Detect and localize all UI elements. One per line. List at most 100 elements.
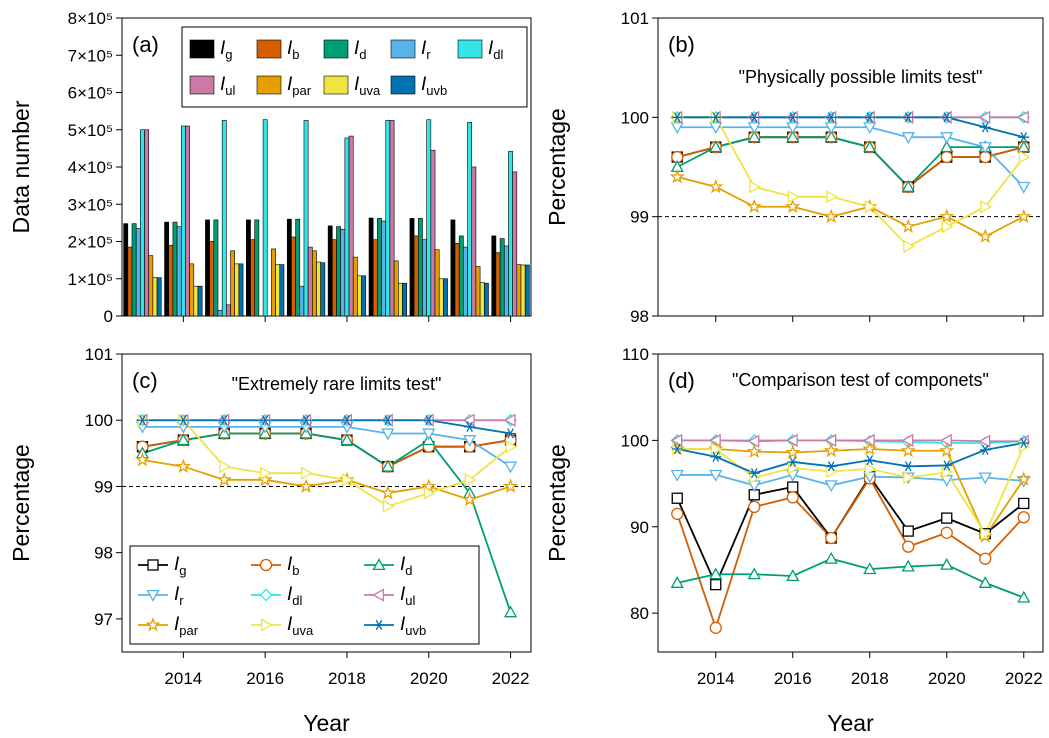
bar: [426, 119, 432, 317]
panel-title: "Extremely rare limits test": [232, 374, 442, 394]
bar: [491, 235, 497, 317]
marker: [748, 468, 760, 479]
series-line: [677, 448, 1025, 539]
series-line: [142, 425, 512, 468]
legend-box: [129, 545, 480, 645]
legend-label: Iul: [400, 584, 416, 608]
bar: [254, 219, 260, 317]
y-tick-label: 1×10⁵: [68, 270, 113, 289]
bar: [135, 228, 141, 317]
marker: [146, 589, 160, 602]
marker: [939, 208, 955, 224]
y-tick-label: 100: [621, 108, 649, 127]
bar: [295, 218, 301, 317]
y-tick-label: 5×10⁵: [68, 121, 113, 140]
marker: [422, 428, 436, 441]
series-line: [677, 116, 1024, 139]
bar: [368, 217, 374, 317]
legend-swatch: [390, 75, 416, 95]
bar: [152, 277, 158, 317]
marker: [340, 433, 354, 446]
marker: [216, 471, 232, 487]
marker: [862, 441, 878, 456]
plot-frame: [121, 353, 532, 653]
bar: [275, 264, 281, 317]
marker: [787, 190, 800, 204]
bar: [389, 120, 395, 317]
legend-label: Ib: [287, 554, 300, 578]
y-tick-label: 101: [621, 9, 649, 28]
y-tick-label: 99: [94, 477, 113, 496]
bar: [316, 261, 321, 317]
marker: [939, 433, 952, 447]
series-line: [142, 432, 512, 613]
panel-title: "Comparison test of componets": [732, 370, 989, 390]
marker: [503, 413, 516, 427]
marker: [710, 112, 722, 123]
bar: [226, 304, 231, 317]
legend-label: Ir: [421, 38, 431, 62]
marker: [505, 428, 517, 439]
series-line: [677, 136, 1024, 189]
marker: [863, 562, 877, 575]
bar: [140, 129, 145, 317]
legend-label: Id: [400, 554, 413, 578]
legend-label: Ig: [174, 554, 187, 578]
marker: [503, 605, 518, 618]
marker: [902, 525, 914, 537]
bar: [520, 264, 526, 317]
bar: [483, 282, 489, 317]
x-axis-label: Year: [827, 710, 874, 736]
marker: [1016, 110, 1029, 124]
y-tick-label: 8×10⁵: [68, 9, 113, 28]
bar: [168, 244, 174, 317]
x-tick-label: 2018: [851, 669, 889, 688]
bar: [205, 219, 210, 317]
marker: [747, 434, 760, 448]
series-line: [677, 136, 1024, 189]
bar: [320, 262, 326, 317]
legend-swatch: [189, 75, 215, 95]
marker: [1017, 140, 1031, 153]
marker: [423, 415, 435, 426]
marker: [710, 451, 722, 462]
bar: [357, 275, 362, 317]
marker: [901, 559, 915, 572]
marker: [864, 462, 877, 476]
marker: [824, 433, 837, 447]
bar: [417, 218, 423, 317]
series-line: [677, 176, 1025, 238]
marker: [902, 112, 914, 123]
marker: [863, 140, 877, 153]
marker: [747, 567, 761, 580]
marker: [826, 190, 839, 204]
marker: [260, 618, 273, 632]
marker: [978, 142, 992, 154]
bar: [123, 223, 129, 317]
marker: [823, 208, 839, 224]
plot-frame: [657, 353, 1044, 653]
bar: [156, 277, 162, 317]
bar: [185, 125, 190, 317]
panel-title: "Physically possible limits test": [739, 67, 983, 87]
marker: [421, 478, 437, 493]
marker: [864, 200, 877, 214]
bar: [234, 263, 240, 317]
marker: [372, 588, 385, 602]
bar: [413, 235, 419, 317]
series-line: [142, 419, 512, 508]
marker: [147, 559, 159, 571]
marker: [1018, 497, 1030, 510]
bar: [246, 219, 251, 317]
marker: [670, 576, 684, 588]
marker: [1017, 181, 1031, 194]
bar: [176, 226, 182, 317]
bar: [495, 252, 501, 317]
bar: [148, 255, 154, 317]
marker: [941, 219, 954, 234]
legend-swatch: [256, 75, 282, 95]
bar: [164, 221, 170, 317]
marker: [505, 440, 518, 454]
marker: [462, 491, 478, 507]
marker: [787, 112, 799, 123]
